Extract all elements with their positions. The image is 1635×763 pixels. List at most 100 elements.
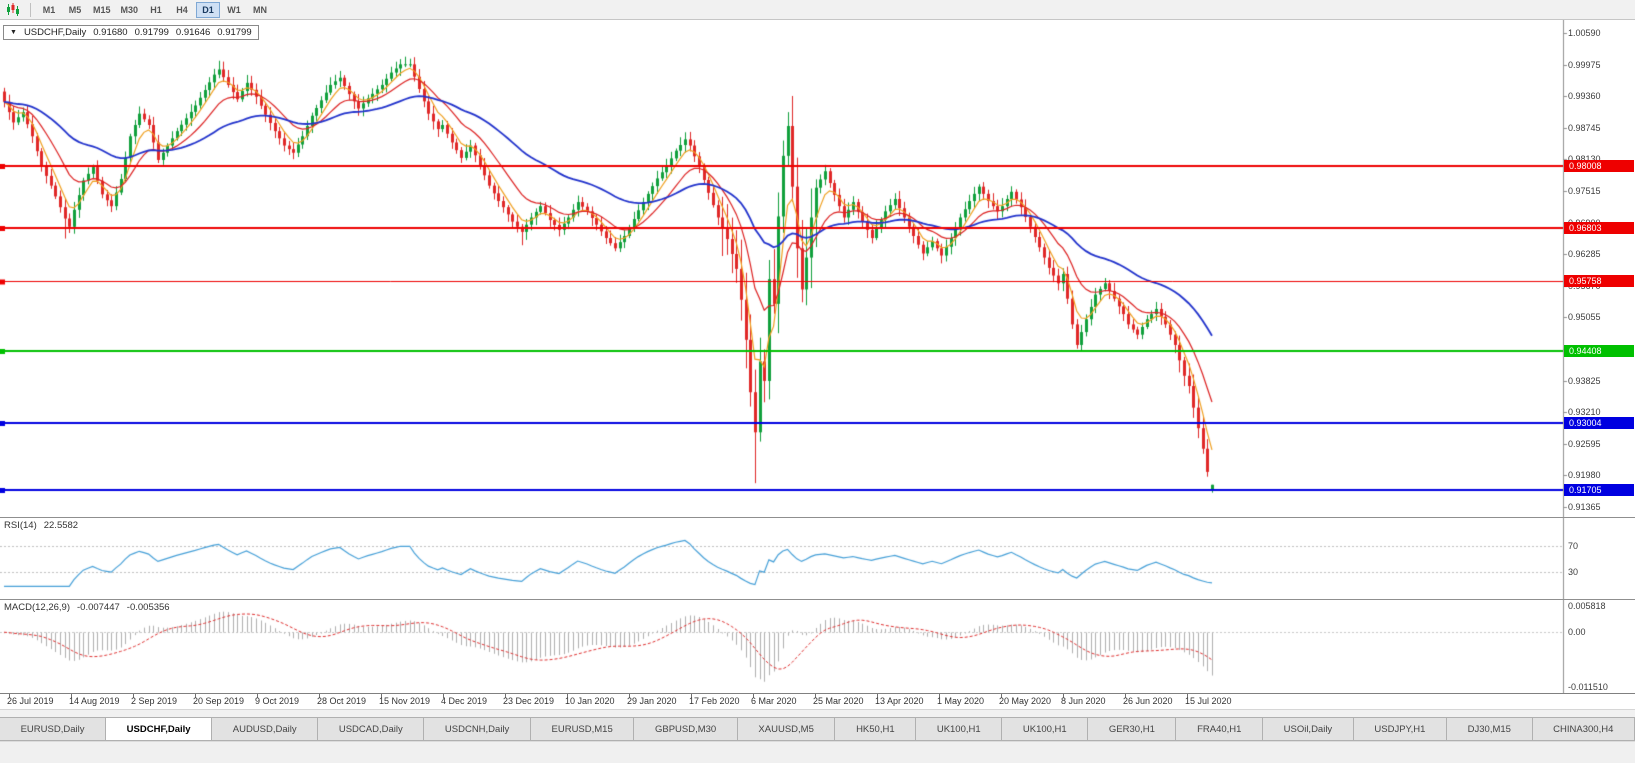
- chart-tab-eurusd-daily[interactable]: EURUSD,Daily: [0, 718, 107, 741]
- date-axis-label: 23 Dec 2019: [503, 696, 555, 706]
- chart-tab-china300-h4[interactable]: CHINA300,H4: [1531, 718, 1635, 741]
- price-level-badge: 0.96803: [1564, 221, 1634, 234]
- chart-tab-usdcnh-daily[interactable]: USDCNH,Daily: [423, 718, 531, 741]
- price-axis-label: 0.93210: [1568, 407, 1601, 418]
- date-axis-tick: [443, 694, 444, 698]
- macd-main-value: -0.007447: [77, 602, 120, 613]
- price-axis-label: 0.99360: [1568, 91, 1601, 102]
- rsi-name: RSI(14): [4, 520, 37, 531]
- price-axis-label: 0.98745: [1568, 122, 1601, 133]
- date-axis-label: 14 Aug 2019: [69, 696, 120, 706]
- date-axis-label: 17 Feb 2020: [689, 696, 740, 706]
- chart-tab-uk100-h1[interactable]: UK100,H1: [1001, 718, 1089, 741]
- date-axis-tick: [505, 694, 506, 698]
- chart-tab-audusd-daily[interactable]: AUDUSD,Daily: [211, 718, 319, 741]
- date-axis-tick: [753, 694, 754, 698]
- macd-indicator-panel: MACD(12,26,9) -0.007447 -0.005356 0.0058…: [0, 599, 1635, 693]
- chart-tab-gbpusd-m30[interactable]: GBPUSD,M30: [633, 718, 738, 741]
- date-axis-tick: [1125, 694, 1126, 698]
- high-value: 0.91799: [134, 27, 169, 38]
- rsi-indicator-label: RSI(14) 22.5582: [4, 520, 78, 531]
- date-axis-tick: [133, 694, 134, 698]
- price-axis-label: 0.92595: [1568, 438, 1601, 449]
- horizontal-scrollbar[interactable]: [0, 709, 1635, 717]
- macd-axis-max-label: 0.005818: [1568, 601, 1606, 611]
- date-axis-tick: [195, 694, 196, 698]
- rsi-canvas[interactable]: [0, 518, 1635, 599]
- price-level-badge: 0.91705: [1564, 483, 1634, 496]
- date-axis-label: 26 Jul 2019: [7, 696, 54, 706]
- timeframe-button-h4[interactable]: H4: [170, 2, 194, 18]
- price-axis-label: 0.91365: [1568, 502, 1601, 513]
- chart-tabs-bar: EURUSD,Daily USDCHF,Daily AUDUSD,Daily USDC…: [0, 717, 1635, 741]
- timeframe-buttons-group: M1 M5 M15 M30 H1 H4 D1 W1 MN: [37, 1, 272, 18]
- low-value: 0.91646: [175, 27, 211, 38]
- price-chart-canvas[interactable]: [0, 20, 1635, 517]
- date-axis-tick: [629, 694, 630, 698]
- price-level-badge: 0.98008: [1564, 159, 1634, 172]
- rsi-level-30-label: 30: [1568, 566, 1579, 577]
- main-chart-panel: ▼ USDCHF,Daily 0.91680 0.91799 0.91646 0…: [0, 20, 1635, 517]
- price-axis-label: 0.95055: [1568, 312, 1601, 323]
- date-axis-tick: [815, 694, 816, 698]
- macd-axis-zero-label: 0.00: [1568, 627, 1586, 638]
- macd-signal-value: -0.005356: [126, 602, 170, 613]
- symbol-dropdown-icon: ▼: [10, 29, 17, 36]
- date-axis-label: 13 Apr 2020: [875, 696, 924, 706]
- price-level-badge: 0.95758: [1564, 275, 1634, 288]
- date-axis-label: 1 May 2020: [937, 696, 985, 706]
- price-axis-label: 0.97515: [1568, 186, 1601, 197]
- chart-tab-fra40-h1[interactable]: FRA40,H1: [1175, 718, 1264, 741]
- timeframe-button-m1[interactable]: M1: [37, 2, 61, 18]
- price-axis-label: 1.00590: [1568, 27, 1601, 38]
- timeframe-button-m5[interactable]: M5: [63, 2, 87, 18]
- chart-tab-usdchf-daily[interactable]: USDCHF,Daily: [105, 718, 213, 741]
- date-axis-tick: [1187, 694, 1188, 698]
- date-axis-label: 26 Jun 2020: [1123, 696, 1173, 706]
- timeframe-button-w1[interactable]: W1: [222, 2, 246, 18]
- timeframe-button-h1[interactable]: H1: [144, 2, 168, 18]
- chart-tab-usdcad-daily[interactable]: USDCAD,Daily: [317, 718, 425, 741]
- date-axis-tick: [939, 694, 940, 698]
- price-axis-label: 0.98130: [1568, 154, 1601, 164]
- price-axis-label: 0.99975: [1568, 59, 1601, 70]
- candlestick-chart-icon[interactable]: [4, 2, 22, 18]
- chart-tab-uk100-h1[interactable]: UK100,H1: [915, 718, 1003, 741]
- date-axis-label: 4 Dec 2019: [441, 696, 488, 706]
- rsi-level-70-label: 70: [1568, 540, 1579, 551]
- timeframe-button-d1[interactable]: D1: [196, 1, 221, 18]
- chart-tab-usdjpy-h1[interactable]: USDJPY,H1: [1352, 718, 1448, 741]
- date-axis-tick: [1001, 694, 1002, 698]
- date-axis-label: 9 Oct 2019: [255, 696, 300, 706]
- date-axis-label: 20 Sep 2019: [193, 696, 245, 706]
- date-axis-label: 2 Sep 2019: [131, 696, 178, 706]
- time-axis: 26 Jul 2019 14 Aug 2019 2 Sep 2019 20 Sep 2…: [0, 693, 1635, 709]
- chart-symbol-ohlc-header[interactable]: ▼ USDCHF,Daily 0.91680 0.91799 0.91646 0…: [3, 25, 259, 40]
- date-axis-tick: [9, 694, 10, 698]
- timeframe-button-mn[interactable]: MN: [248, 2, 272, 18]
- chart-tab-usoil-daily[interactable]: USOil,Daily: [1262, 718, 1354, 741]
- chart-tab-eurusd-m15[interactable]: EURUSD,M15: [529, 718, 635, 741]
- chart-tab-ger30-h1[interactable]: GER30,H1: [1087, 718, 1177, 741]
- chart-tab-xauusd-m5[interactable]: XAUUSD,M5: [736, 718, 836, 741]
- window-bottom-edge: [0, 741, 1635, 763]
- rsi-indicator-panel: RSI(14) 22.5582 70 30: [0, 517, 1635, 599]
- date-axis-label: 15 Jul 2020: [1185, 696, 1232, 706]
- date-axis-tick: [567, 694, 568, 698]
- price-axis-label: 0.96285: [1568, 249, 1601, 260]
- open-value: 0.91680: [93, 27, 128, 38]
- macd-canvas[interactable]: [0, 600, 1635, 693]
- timeframe-button-m30[interactable]: M30: [117, 2, 143, 18]
- price-level-badge: 0.93004: [1564, 416, 1634, 429]
- timeframe-button-m15[interactable]: M15: [89, 2, 115, 18]
- date-axis-label: 6 Mar 2020: [751, 696, 797, 706]
- timeframe-toolbar: M1 M5 M15 M30 H1 H4 D1 W1 MN: [0, 0, 1635, 20]
- chart-tab-dj30-m15[interactable]: DJ30,M15: [1446, 718, 1533, 741]
- date-axis-label: 25 Mar 2020: [813, 696, 864, 706]
- close-value: 0.91799: [217, 27, 252, 38]
- date-axis-label: 15 Nov 2019: [379, 696, 431, 706]
- date-axis-tick: [319, 694, 320, 698]
- price-axis-label: 0.93825: [1568, 375, 1601, 386]
- chart-tab-hk50-h1[interactable]: HK50,H1: [834, 718, 917, 741]
